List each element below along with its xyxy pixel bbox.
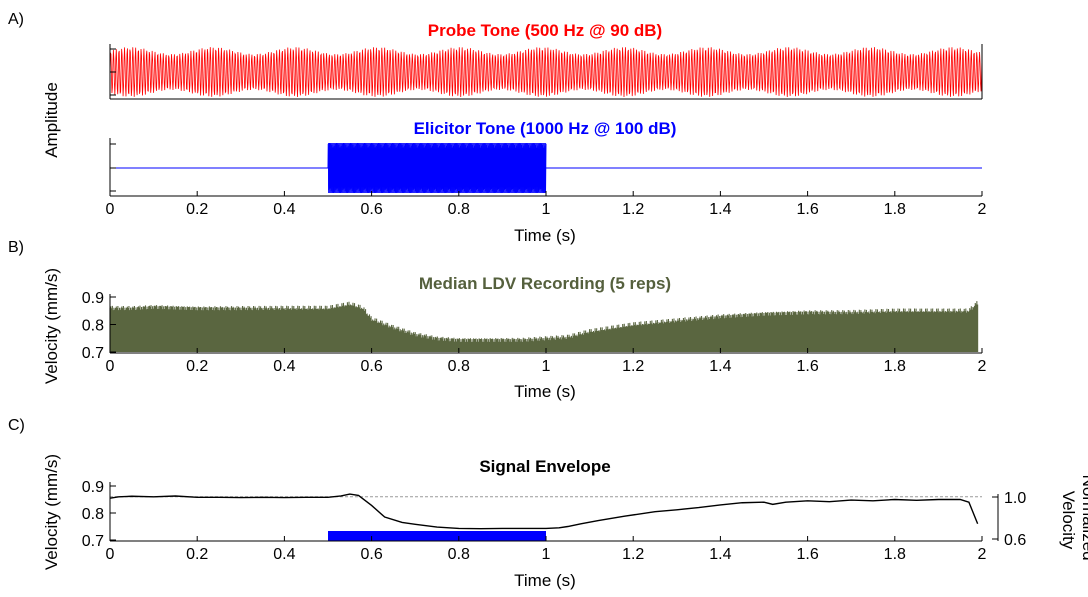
envelope-x-tick-label: 0.6 — [360, 546, 382, 563]
ldv-x-tick-label: 1.6 — [796, 358, 818, 375]
elicitor-x-tick-label: 1.6 — [796, 201, 818, 218]
ldv-x-tick-label: 1.8 — [884, 358, 906, 375]
probe-tone-waveform — [109, 47, 983, 98]
envelope-x-tick-label: 1.2 — [622, 546, 644, 563]
elicitor-tone-waveform — [110, 143, 982, 193]
ldv-y-tick-label: 0.8 — [82, 318, 104, 335]
probe-tone-axis — [109, 44, 983, 100]
envelope-y-axis-label: Velocity (mm/s) — [42, 454, 61, 570]
elicitor-x-tick-label: 2 — [978, 201, 987, 218]
envelope-x-tick-label: 0.4 — [273, 546, 295, 563]
elicitor-tone-plot: Elicitor Tone (1000 Hz @ 100 dB) 0 0.2 0.4… — [106, 119, 987, 245]
signal-envelope-title: Signal Envelope — [479, 457, 610, 476]
envelope-y-tick-label: 0.9 — [82, 479, 104, 496]
probe-tone-trace — [109, 47, 983, 98]
signal-envelope-plot: Signal Envelope 0.7 0.8 0.9 0 0.2 0.4 0.6 0.8 1 1… — [42, 454, 1088, 590]
normalized-label-line-2: Velocity — [1059, 491, 1078, 550]
normalized-label-line-1: Normalized — [1079, 475, 1088, 561]
envelope-x-tick-label: 1.8 — [884, 546, 906, 563]
elicitor-x-tick-label: 0.8 — [448, 201, 470, 218]
ldv-x-tick-label: 0 — [106, 358, 115, 375]
ldv-recording-axis: 0.7 0.8 0.9 0 0.2 0.4 0.6 0.8 1 1.2 1.4 1.6 1.8 2 — [82, 290, 987, 375]
envelope-y-tick-label: 0.8 — [82, 506, 104, 523]
envelope-y-tick-label: 0.7 — [82, 533, 104, 550]
envelope-x-tick-label: 0.2 — [186, 546, 208, 563]
elicitor-x-tick-label: 1 — [542, 201, 551, 218]
ldv-x-tick-label: 0.2 — [186, 358, 208, 375]
ldv-x-tick-label: 2 — [978, 358, 987, 375]
elicitor-x-tick-label: 0.2 — [186, 201, 208, 218]
ldv-y-tick-label: 0.7 — [82, 345, 104, 362]
panel-label-c: C) — [8, 417, 25, 434]
envelope-x-tick-label: 1.4 — [709, 546, 731, 563]
ldv-recording-waveform — [109, 301, 979, 352]
envelope-x-axis-label: Time (s) — [514, 571, 576, 590]
envelope-line — [109, 493, 979, 530]
elicitor-x-tick-label: 1.4 — [709, 201, 731, 218]
ldv-trace — [109, 301, 979, 352]
elicitor-tone-title: Elicitor Tone (1000 Hz @ 100 dB) — [414, 119, 677, 138]
ldv-y-tick-label: 0.9 — [82, 290, 104, 307]
ldv-x-tick-label: 1.4 — [709, 358, 731, 375]
probe-tone-plot: Probe Tone (500 Hz @ 90 dB) — [109, 21, 983, 100]
panel-label-a: A) — [8, 11, 24, 28]
ldv-recording-title: Median LDV Recording (5 reps) — [419, 274, 671, 293]
envelope-x-tick-label: 1.6 — [796, 546, 818, 563]
envelope-x-tick-label: 0.8 — [448, 546, 470, 563]
signal-envelope-series — [109, 493, 982, 541]
ldv-x-tick-label: 0.4 — [273, 358, 295, 375]
elicitor-tone-axis: 0 0.2 0.4 0.6 0.8 1 1.2 1.4 1.6 1.8 2 — [106, 138, 987, 218]
elicitor-x-tick-label: 1.8 — [884, 201, 906, 218]
normalized-velocity-label: Normalized Velocity — [1059, 475, 1088, 566]
elicitor-x-tick-label: 0.6 — [360, 201, 382, 218]
ldv-x-tick-label: 0.8 — [448, 358, 470, 375]
probe-tone-title: Probe Tone (500 Hz @ 90 dB) — [428, 21, 662, 40]
panel-label-b: B) — [8, 239, 24, 256]
ldv-y-axis-label: Velocity (mm/s) — [42, 268, 61, 384]
ldv-recording-plot: Median LDV Recording (5 reps) 0.70.80.90… — [42, 268, 987, 401]
ldv-x-tick-label: 0.6 — [360, 358, 382, 375]
envelope-x-tick-label: 0 — [106, 546, 115, 563]
envelope-x-tick-label: 2 — [978, 546, 987, 563]
elicitor-x-tick-label: 1.2 — [622, 201, 644, 218]
amplitude-axis-label: Amplitude — [42, 82, 61, 158]
elicitor-x-tick-label: 0 — [106, 201, 115, 218]
envelope-y2-tick-label: 0.6 — [1004, 532, 1026, 549]
elicitor-burst-fill — [328, 143, 546, 193]
ldv-x-tick-label: 1 — [542, 358, 551, 375]
elicitor-period-bar — [328, 531, 546, 541]
envelope-y2-tick-label: 1.0 — [1004, 490, 1026, 507]
ldv-x-axis-label: Time (s) — [514, 382, 576, 401]
elicitor-x-axis-label: Time (s) — [514, 226, 576, 245]
signal-envelope-axis: 0.7 0.8 0.9 0 0.2 0.4 0.6 0.8 1 1.2 1.4 1.6 1.8 2 0.6 1… — [82, 479, 1027, 563]
elicitor-x-tick-label: 0.4 — [273, 201, 295, 218]
ldv-x-tick-label: 1.2 — [622, 358, 644, 375]
envelope-x-tick-label: 1 — [542, 546, 551, 563]
